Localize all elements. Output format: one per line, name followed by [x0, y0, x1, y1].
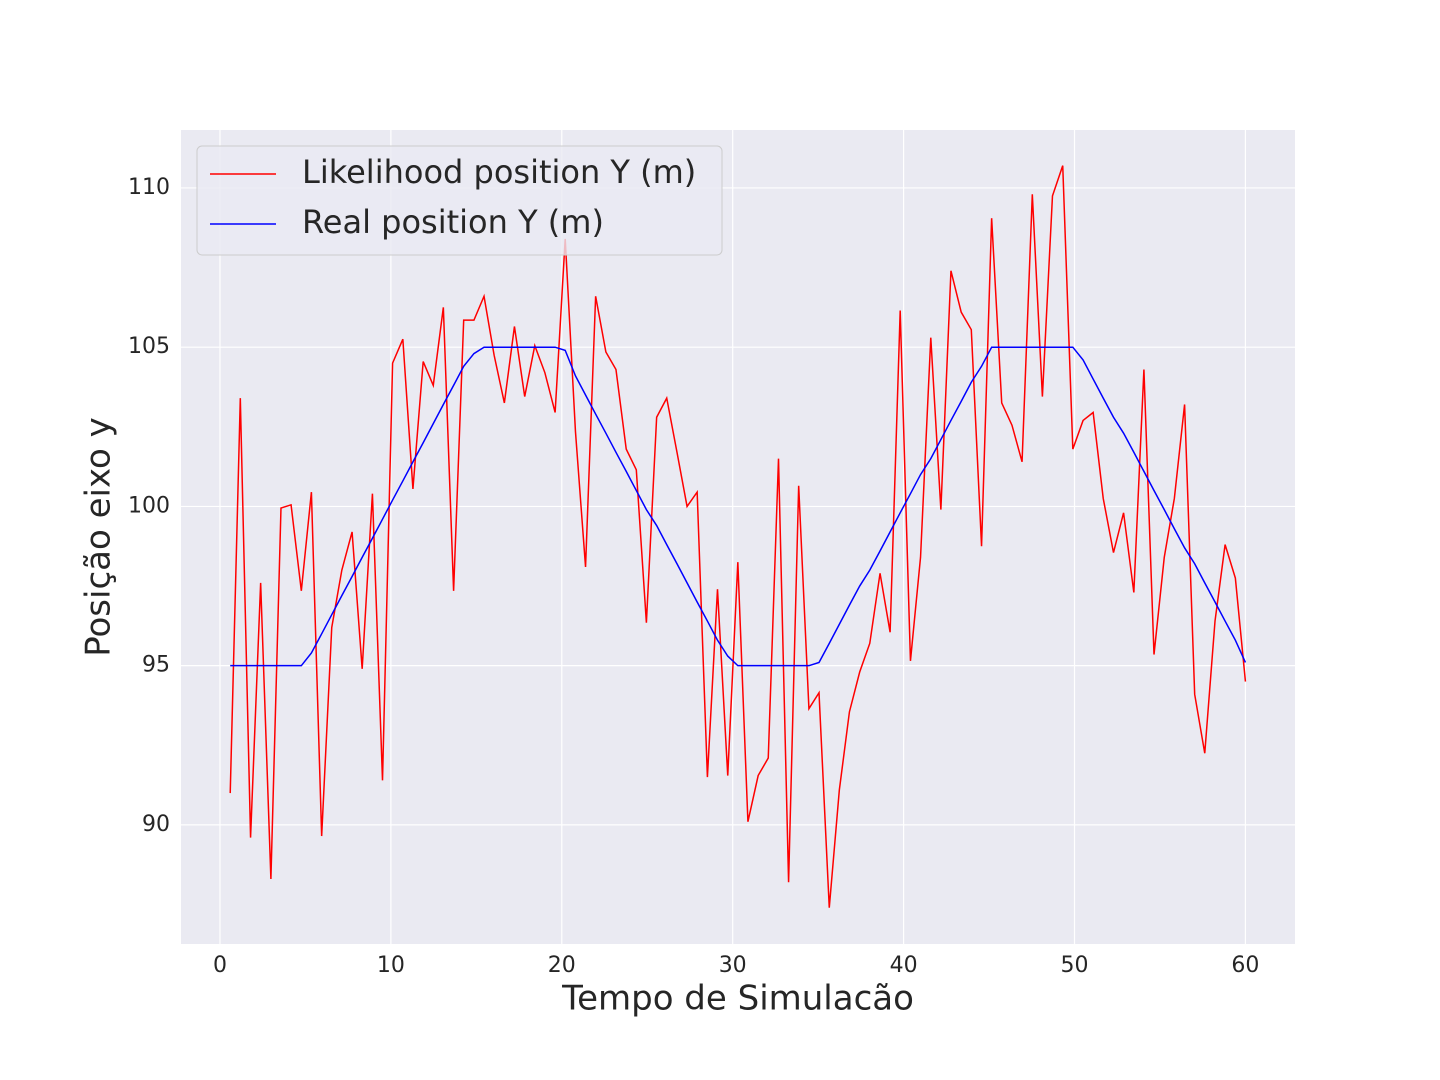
- x-axis-label: Tempo de Simulacão: [561, 979, 914, 1019]
- ticks: 0 10 20 30 40 50 60 90 95 100 105 110: [128, 175, 1259, 978]
- y-tick-label: 90: [142, 812, 170, 837]
- plot-area: [181, 130, 1295, 944]
- legend-label: Real position Y (m): [302, 203, 604, 241]
- x-tick-label: 40: [890, 953, 918, 978]
- legend-box: [196, 145, 723, 256]
- grid: [181, 130, 1295, 944]
- data-line: [230, 346, 1247, 667]
- data-line: [229, 165, 1247, 908]
- y-tick-label: 100: [128, 493, 170, 518]
- lines: [229, 165, 1247, 908]
- x-tick-label: 50: [1061, 953, 1089, 978]
- y-axis-label: Posição eixo y: [79, 417, 119, 657]
- y-tick-label: 95: [142, 653, 170, 678]
- x-tick-label: 10: [377, 953, 405, 978]
- legend: Likelihood position Y (m) Real position Y…: [196, 145, 723, 256]
- x-tick-label: 0: [213, 953, 227, 978]
- y-tick-label: 110: [128, 175, 170, 200]
- x-tick-label: 60: [1231, 953, 1259, 978]
- legend-label: Likelihood position Y (m): [302, 153, 696, 191]
- y-tick-label: 105: [128, 334, 170, 359]
- x-tick-label: 20: [548, 953, 576, 978]
- x-tick-label: 30: [719, 953, 747, 978]
